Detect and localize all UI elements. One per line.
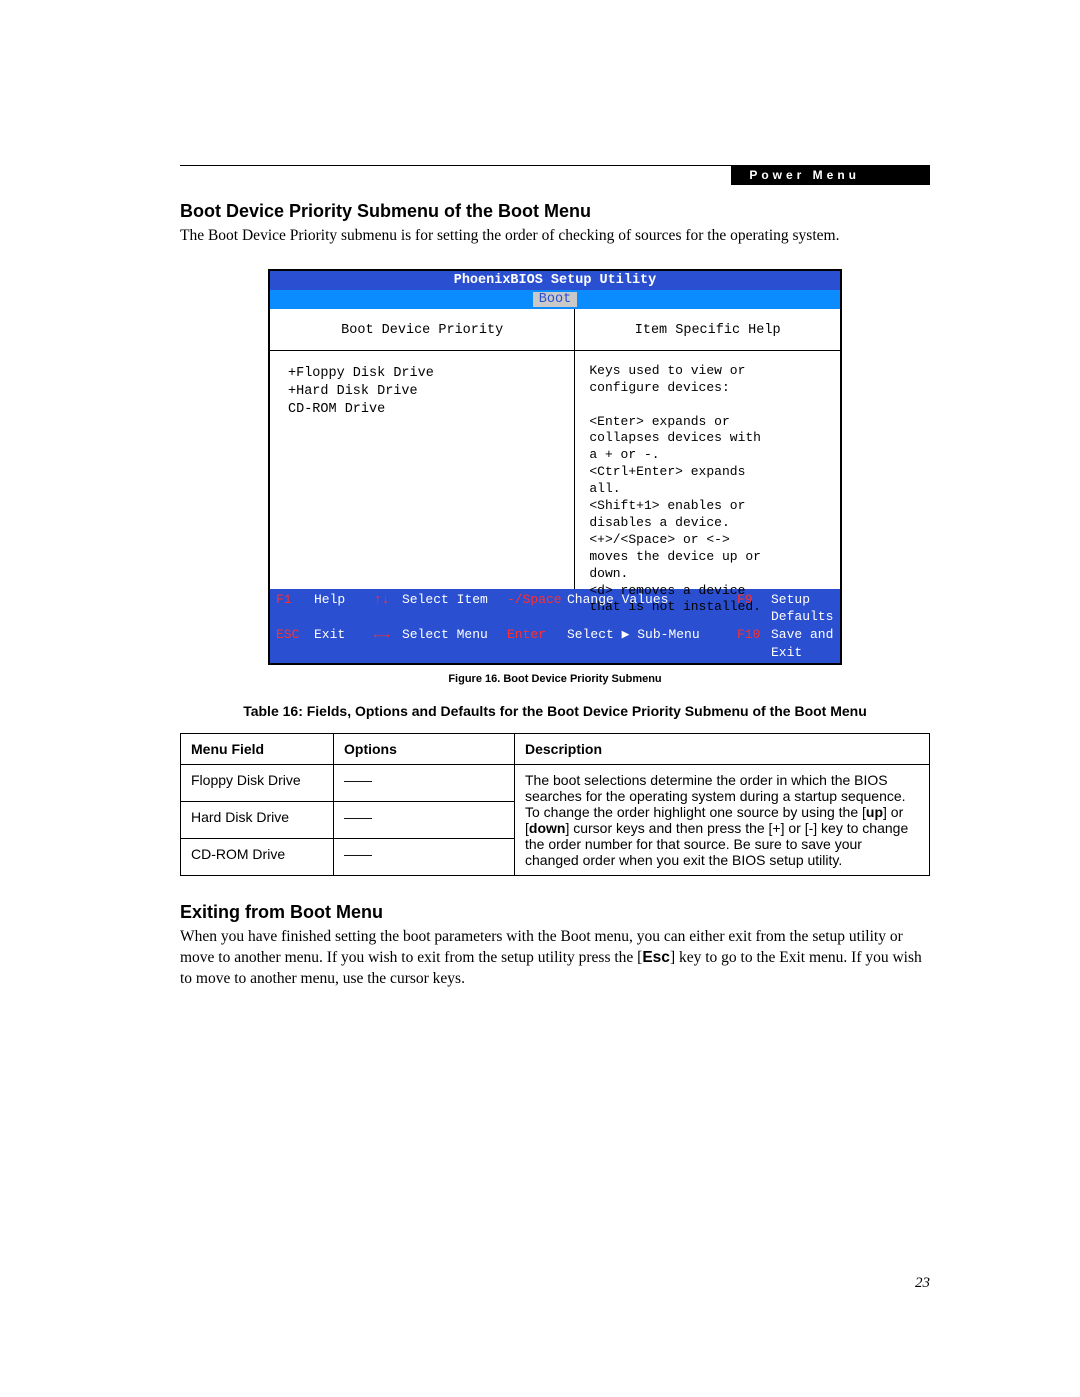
th-menu-field: Menu Field (181, 734, 334, 765)
bios-key-label: Select ▶ Sub-Menu (567, 626, 737, 661)
fields-table: Menu Field Options Description Floppy Di… (180, 733, 930, 876)
th-options: Options (334, 734, 515, 765)
bios-key-label: Change Values (567, 591, 737, 626)
bios-key: F9 (737, 591, 771, 626)
cell-options: —— (334, 802, 515, 839)
bios-menubar: Boot (270, 290, 840, 309)
bios-key: F10 (737, 626, 771, 661)
bios-key-label: Exit (314, 626, 374, 661)
th-description: Description (515, 734, 930, 765)
bios-left-pane: Boot Device Priority +Floppy Disk Drive … (270, 309, 575, 589)
bios-key-label: Help (314, 591, 374, 626)
bios-key-label: Select Menu (402, 626, 507, 661)
cell-field: CD-ROM Drive (181, 839, 334, 876)
bios-key-label: Setup Defaults (771, 591, 834, 626)
bios-right-header: Item Specific Help (575, 309, 840, 351)
table-caption: Table 16: Fields, Options and Defaults f… (180, 703, 930, 719)
bios-right-pane: Item Specific Help Keys used to view orc… (575, 309, 840, 589)
bios-device-list: +Floppy Disk Drive +Hard Disk Drive CD-R… (270, 351, 574, 420)
cell-description: The boot selections determine the order … (515, 765, 930, 876)
bios-key: F1 (276, 591, 314, 626)
cell-options: —— (334, 765, 515, 802)
cell-field: Floppy Disk Drive (181, 765, 334, 802)
cell-options: —— (334, 839, 515, 876)
section1-heading: Boot Device Priority Submenu of the Boot… (180, 201, 930, 222)
bios-key: ↑↓ (374, 591, 402, 626)
bios-key: ESC (276, 626, 314, 661)
bios-help-text: Keys used to view orconfigure devices: <… (575, 351, 840, 616)
bios-active-tab: Boot (533, 292, 577, 307)
page-number: 23 (915, 1275, 930, 1292)
cell-field: Hard Disk Drive (181, 802, 334, 839)
bios-title: PhoenixBIOS Setup Utility (270, 271, 840, 290)
section1-paragraph: The Boot Device Priority submenu is for … (180, 226, 930, 247)
bios-key: -/Space (507, 591, 567, 626)
table-header-row: Menu Field Options Description (181, 734, 930, 765)
bios-key: ←→ (374, 626, 402, 661)
section-tab: Power Menu (731, 165, 930, 185)
bios-device-item: CD-ROM Drive (288, 401, 564, 419)
section2-paragraph: When you have finished setting the boot … (180, 927, 930, 990)
bios-left-header: Boot Device Priority (270, 309, 574, 351)
bios-key-label: Select Item (402, 591, 507, 626)
bios-device-item: +Floppy Disk Drive (288, 365, 564, 383)
table-row: Floppy Disk Drive —— The boot selections… (181, 765, 930, 802)
bios-footer: F1 Help ↑↓ Select Item -/Space Change Va… (270, 589, 840, 663)
section2-heading: Exiting from Boot Menu (180, 902, 930, 923)
header-rule: Power Menu (180, 165, 930, 166)
bios-key: Enter (507, 626, 567, 661)
bios-key-label: Save and Exit (771, 626, 834, 661)
bios-device-item: +Hard Disk Drive (288, 383, 564, 401)
figure-caption: Figure 16. Boot Device Priority Submenu (180, 673, 930, 685)
bios-screenshot: PhoenixBIOS Setup Utility Boot Boot Devi… (268, 269, 842, 665)
